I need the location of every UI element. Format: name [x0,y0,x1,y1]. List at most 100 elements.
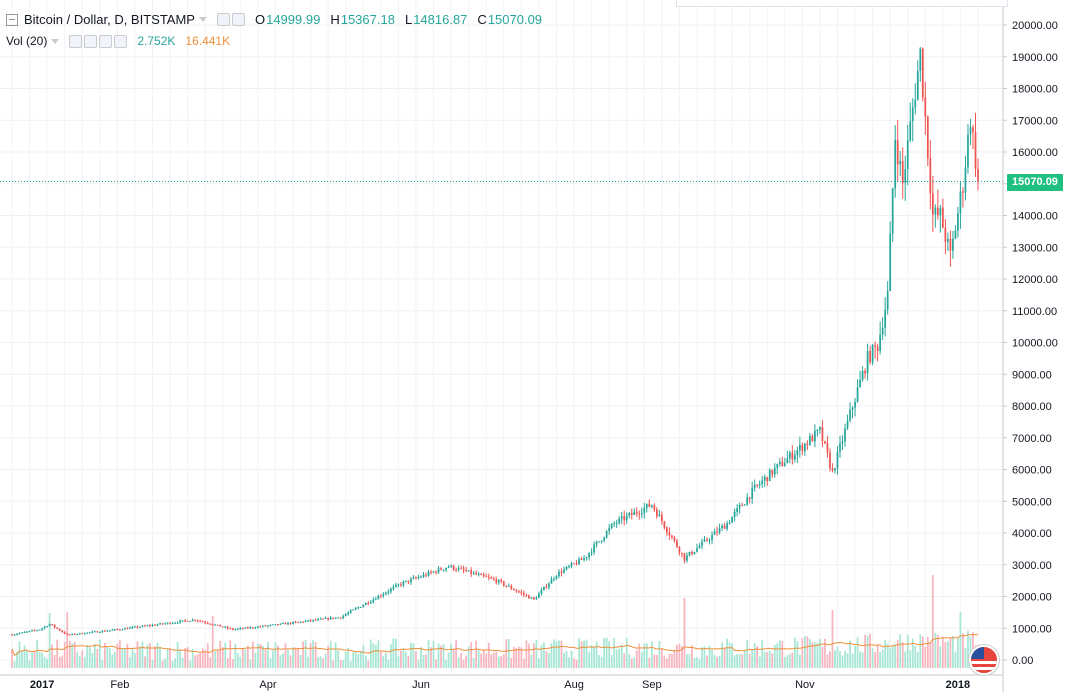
volume-bar [139,646,141,668]
volume-bar [272,650,274,668]
volume-bar [553,639,555,668]
collapse-icon[interactable] [6,13,18,26]
candle-body [615,522,618,524]
candle-body [347,612,350,615]
volume-bar [543,642,545,668]
volume-bar [947,641,949,668]
candle-body [560,571,563,573]
candle-body [342,615,345,619]
volume-bar [312,640,314,668]
candle-body [482,574,485,576]
volume-bar [783,657,786,668]
volume-bar [267,641,269,668]
candle-body [141,625,144,627]
y-tick-label: 14000.00 [1012,211,1058,223]
candle-body [103,630,106,632]
volume-bar [86,645,89,668]
symbol-title[interactable]: Bitcoin / Dollar, D, BITSTAMP [24,12,195,27]
candle-body [98,632,101,634]
candle-body [16,633,18,635]
volume-bar [149,643,151,668]
candle-body [199,620,202,622]
candle-body [660,514,663,522]
candle-body [879,334,882,352]
volume-bar [407,655,410,668]
volume-bar [625,637,628,668]
volume-bar [643,643,646,668]
candle-body [13,634,16,636]
y-tick-label: 18000.00 [1012,84,1058,96]
y-tick-label: 7000.00 [1012,433,1052,445]
volume-bar [791,652,794,668]
volume-bar [159,646,161,668]
candle-body [61,630,64,633]
volume-bar [555,641,558,668]
candle-body [257,626,259,628]
eye-icon[interactable] [216,13,230,26]
volume-bar [465,655,468,668]
volume-bar [307,656,309,668]
plus-icon[interactable] [99,34,113,48]
volume-bar [959,612,962,668]
volume-bar [61,655,64,668]
volume-bar [593,646,595,668]
y-tick-label: 6000.00 [1012,465,1052,477]
volume-bar [176,642,179,668]
candle-body [269,624,272,626]
candle-body [106,630,109,632]
candle-body [648,503,651,507]
candle-body [871,344,874,363]
chevron-down-icon[interactable] [198,17,207,22]
candle-body [369,601,372,604]
close-icon[interactable] [114,34,128,48]
candle-body [645,503,648,508]
volume-bar [339,659,342,668]
volume-bar [51,644,54,668]
y-tick-label: 11000.00 [1012,306,1057,318]
candle-body [189,621,192,623]
volume-bar [911,638,914,668]
volume-bar [194,655,197,668]
volume-bar [269,658,272,668]
country-flag-icon[interactable] [969,645,999,675]
volume-title[interactable]: Vol (20) [6,34,48,48]
candle-body [598,541,601,543]
candle-body [931,193,934,215]
volume-bar [309,643,312,668]
volume-bar [515,648,518,668]
candle-body [126,628,129,630]
candle-body [410,578,412,583]
candle-body [36,630,38,632]
volume-bar [530,654,533,668]
volume-bar [658,641,661,668]
volume-bar [650,641,653,668]
volume-bar [671,653,673,668]
volume-bar [706,655,708,668]
volume-bar [856,637,859,668]
candle-body [686,555,688,561]
gear-icon[interactable] [231,13,245,26]
candle-body [201,621,204,623]
volume-bar [199,653,202,668]
volume-bar [292,646,294,668]
eye-icon[interactable] [69,34,83,48]
candle-body [415,577,417,579]
volume-bar [904,651,907,668]
volume-bar [580,641,583,668]
candle-body [267,625,269,627]
volume-bar [558,640,560,668]
candle-body [131,626,134,628]
candle-body [26,631,28,633]
candle-body [400,584,402,586]
volume-bar [510,658,513,668]
candle-body [563,569,565,573]
candle-body [51,624,54,626]
candle-body [558,571,560,577]
volume-bar [53,655,56,668]
chevron-down-icon[interactable] [51,38,60,44]
candle-body [166,622,169,624]
volume-bar [342,660,345,668]
candle-body [327,617,330,620]
gear-icon[interactable] [84,34,98,48]
